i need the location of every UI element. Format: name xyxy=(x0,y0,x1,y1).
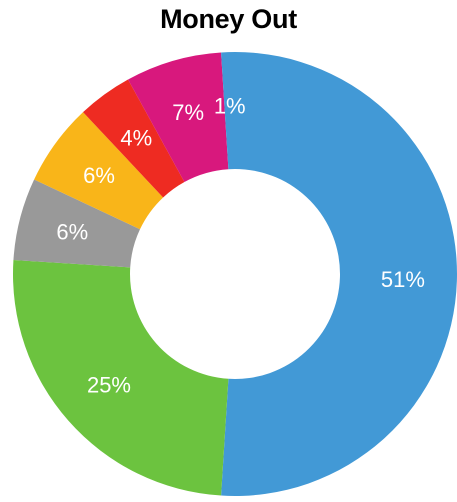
donut-slice-4 xyxy=(34,112,164,230)
slice-label-7: 1% xyxy=(214,94,246,119)
donut-slice-1 xyxy=(221,52,457,496)
chart-title: Money Out xyxy=(160,4,297,34)
slice-label-6: 7% xyxy=(172,100,204,125)
slice-label-1: 51% xyxy=(381,267,425,292)
slice-label-5: 4% xyxy=(120,126,152,151)
slice-label-4: 6% xyxy=(83,163,115,188)
slice-label-2: 25% xyxy=(87,373,131,398)
donut-slice-3 xyxy=(13,179,140,268)
donut-slice-7 xyxy=(221,52,235,170)
donut-slice-6 xyxy=(128,52,229,182)
slice-label-3: 6% xyxy=(56,220,88,245)
donut-labels: 51%25%6%6%4%7% 1% xyxy=(56,94,425,398)
donut-slice-2 xyxy=(12,260,229,496)
donut-slice-5 xyxy=(83,79,185,198)
donut-slices xyxy=(12,52,457,496)
